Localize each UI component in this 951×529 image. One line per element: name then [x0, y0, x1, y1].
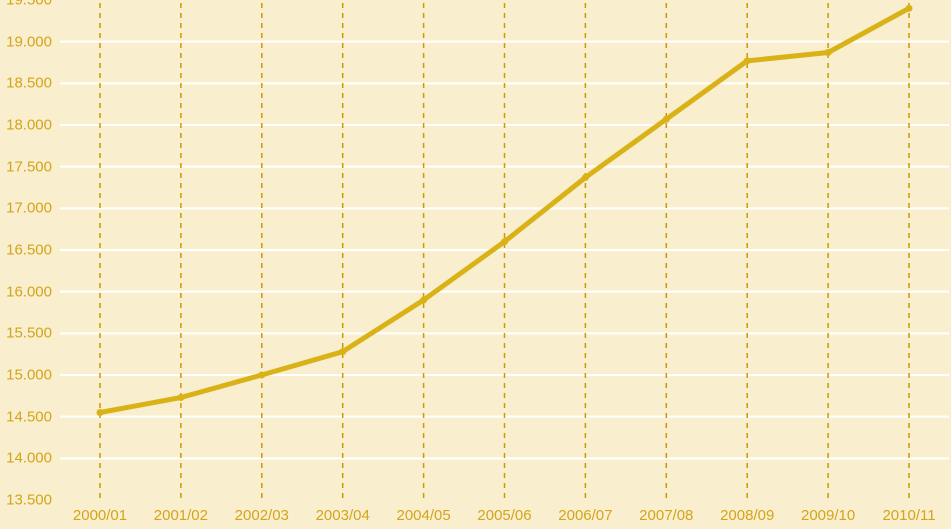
y-tick-label: 19.000	[6, 33, 60, 50]
x-tick-label: 2000/01	[73, 507, 127, 524]
y-tick-label: 19.500	[6, 0, 60, 9]
series-marker	[258, 372, 265, 379]
x-tick-label: 2001/02	[154, 507, 208, 524]
x-tick-label: 2004/05	[396, 507, 450, 524]
line-chart: 19.500 19.000 18.500 18.000 17.500 17.000 16.5…	[0, 0, 951, 529]
y-tick-label: 18.500	[6, 75, 60, 92]
series-marker	[582, 174, 589, 181]
x-tick-label: 2008/09	[720, 507, 774, 524]
x-tick-label: 2002/03	[235, 507, 289, 524]
series-marker	[97, 409, 104, 416]
series-marker	[420, 297, 427, 304]
y-tick-label: 17.500	[6, 158, 60, 175]
series-marker	[339, 348, 346, 355]
y-tick-label: 17.000	[6, 200, 60, 217]
y-tick-label: 14.000	[6, 450, 60, 467]
x-tick-label: 2005/06	[477, 507, 531, 524]
x-tick-label: 2009/10	[801, 507, 855, 524]
y-tick-label: 16.000	[6, 283, 60, 300]
y-tick-label: 15.500	[6, 325, 60, 342]
y-tick-label: 16.500	[6, 242, 60, 259]
chart-svg	[0, 0, 951, 529]
x-tick-label: 2007/08	[639, 507, 693, 524]
x-tick-label: 2003/04	[316, 507, 370, 524]
series-marker	[663, 116, 670, 123]
y-tick-label: 14.500	[6, 408, 60, 425]
series-marker	[501, 238, 508, 245]
series-marker	[906, 5, 913, 12]
series-marker	[825, 49, 832, 56]
series-marker	[744, 57, 751, 64]
x-tick-label: 2010/11	[882, 507, 935, 524]
x-tick-label: 2006/07	[558, 507, 612, 524]
series-marker	[177, 394, 184, 401]
y-tick-label: 18.000	[6, 117, 60, 134]
y-tick-label: 13.500	[6, 492, 60, 509]
y-tick-label: 15.000	[6, 367, 60, 384]
